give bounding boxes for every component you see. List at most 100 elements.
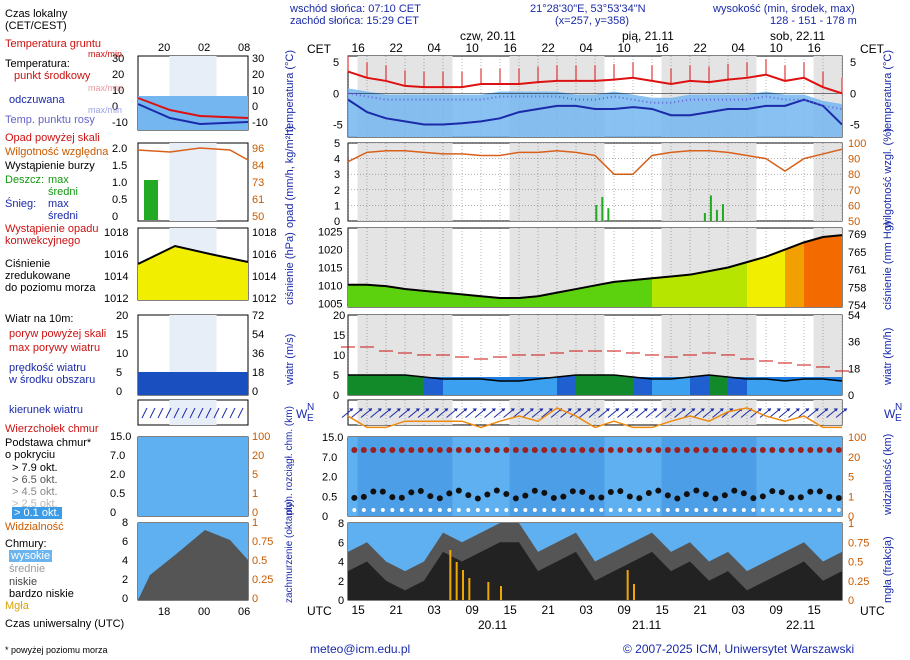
cloud-base-dot-low <box>399 508 404 512</box>
wind-tick-left: 10 <box>333 350 345 362</box>
pressure-fill <box>766 249 785 307</box>
cloud-base-dot <box>408 489 415 496</box>
wind-arrow-head <box>482 408 486 412</box>
legend-wind-fill <box>138 372 248 395</box>
cloud-top-dot <box>626 447 633 453</box>
legend-pressure-tick-left: 1018 <box>104 227 128 239</box>
cet-hour-label: 16 <box>656 41 670 55</box>
cloud-base-dot-low <box>437 508 442 512</box>
cet-hour-label: 22 <box>694 41 708 55</box>
wind-speed-fill <box>367 375 386 395</box>
pressure-fill <box>595 281 614 307</box>
cloud-top-dot <box>702 447 709 453</box>
cloud-base-dot <box>769 488 776 495</box>
rh-tick-right: 90 <box>848 154 860 166</box>
pressure-tick-left: 1015 <box>318 263 342 275</box>
legend-rh-tick-right: 50 <box>252 211 264 223</box>
visibility-tick-right: 20 <box>848 452 860 464</box>
wind-arrow-head <box>596 408 600 412</box>
feels-like-line <box>347 98 843 126</box>
cloud-base-dot <box>807 488 814 495</box>
cloud-top-dot <box>816 447 823 453</box>
wind-arrow-head <box>672 408 676 412</box>
legend-wind-arrow <box>181 407 188 419</box>
wind-speed-fill <box>538 377 557 395</box>
cet-hour-label: 10 <box>770 41 784 55</box>
temp-mid-label: punkt środkowy <box>14 70 91 82</box>
rain-bar <box>601 197 604 221</box>
high-clouds-label: wysokie <box>9 550 53 562</box>
legend-temp-tick-left: -10 <box>112 117 128 129</box>
wind-arrow-head <box>843 408 847 412</box>
cloud-base-dot <box>788 494 795 501</box>
legend-precip-tick-left: 0 <box>112 211 118 223</box>
wind-arrow-head <box>520 408 524 412</box>
wind-arrow-head <box>833 408 838 412</box>
legend-temp-tick-left: 30 <box>112 53 124 65</box>
pressure-ylabel-right: ciśnienie (mm Hg) <box>882 221 894 310</box>
altitude-values: 128 - 151 - 178 m <box>770 15 857 27</box>
wind-arrow-head <box>491 408 496 412</box>
cloud-base-dot <box>550 495 557 502</box>
cloud-base-dot <box>465 492 472 499</box>
legend-cloudbase-tick-left: 0.5 <box>110 488 125 500</box>
cloud-base-dot-low <box>618 508 623 512</box>
rain-bar <box>715 209 718 221</box>
pressure-fill <box>481 296 500 307</box>
rain-bar <box>721 204 724 221</box>
utc-label-left: UTC <box>307 604 332 618</box>
rain-max-label: max <box>48 174 69 186</box>
rain-mean-label: średni <box>48 186 78 198</box>
cloud-top-dot <box>550 447 557 453</box>
pressure-tick-right: 758 <box>848 282 866 294</box>
cloudbase-tick-left: 15.0 <box>322 432 343 444</box>
wind-arrow-head <box>805 408 809 412</box>
cloud-base-label: Podstawa chmur* <box>5 437 92 449</box>
precip-above-label: Opad powyżej skali <box>5 132 100 144</box>
cloud-top-dot <box>693 447 700 453</box>
legend-top-hour-2: 02 <box>198 42 211 54</box>
cet-hour-label: 10 <box>466 41 480 55</box>
legend-wind-arrow <box>197 407 204 419</box>
low-clouds-label: niskie <box>9 576 38 588</box>
pressure-tick-left: 1025 <box>318 227 342 239</box>
legend-wind-tick-right: 0 <box>252 386 258 398</box>
octa-79-label: > 7.9 okt. <box>12 462 58 474</box>
cet-hour-label: 04 <box>428 41 442 55</box>
cloud-base-dot-low <box>684 508 689 512</box>
pressure-tick-right: 754 <box>848 300 866 312</box>
cloud-base-dot-low <box>789 508 794 512</box>
cloud-top-dot <box>436 447 443 453</box>
fog-tick-right: 0.75 <box>848 537 869 549</box>
contact-email[interactable]: meteo@icm.edu.pl <box>310 642 411 656</box>
utc-hour-label: 03 <box>732 603 746 617</box>
wind-ylabel: wiatr (m/s) <box>284 333 296 385</box>
wind-arrow-head <box>776 408 781 412</box>
fog-label: Mgła <box>5 600 29 612</box>
temperature-title: Temperatura: <box>5 58 70 70</box>
cloud-base-dot <box>503 490 510 497</box>
cloud-top-dot <box>664 447 671 453</box>
cloud-top-dot <box>503 447 510 453</box>
cloud-base-dot <box>560 493 567 500</box>
pressure-fill <box>519 296 538 307</box>
legend-fog-tick-right: 0.25 <box>252 574 273 586</box>
rain-bar <box>595 205 598 221</box>
legend-wind-arrow <box>165 407 172 419</box>
cloud-base-dot-low <box>466 508 471 512</box>
pressure-fill <box>614 280 633 307</box>
legend-vis-tick-right: 100 <box>252 431 270 443</box>
cloud-top-dot <box>493 447 500 453</box>
cloud-base-dot <box>664 492 671 499</box>
legend-precip-tick-left: 1.0 <box>112 177 127 189</box>
cloud-base-dot <box>636 495 643 502</box>
rain-label: Deszcz: <box>5 174 45 186</box>
cloudbase-tick-left: 7.0 <box>322 452 337 464</box>
cloud-base-dot-low <box>722 508 727 512</box>
octa-01-label: > 0.1 okt. <box>12 507 62 519</box>
cloud-base-dot <box>835 494 842 501</box>
wind-arrow-head <box>472 408 477 412</box>
cloud-base-dot <box>655 487 662 494</box>
legend-temp-tick-left: 20 <box>112 69 124 81</box>
dew-area <box>348 88 842 137</box>
